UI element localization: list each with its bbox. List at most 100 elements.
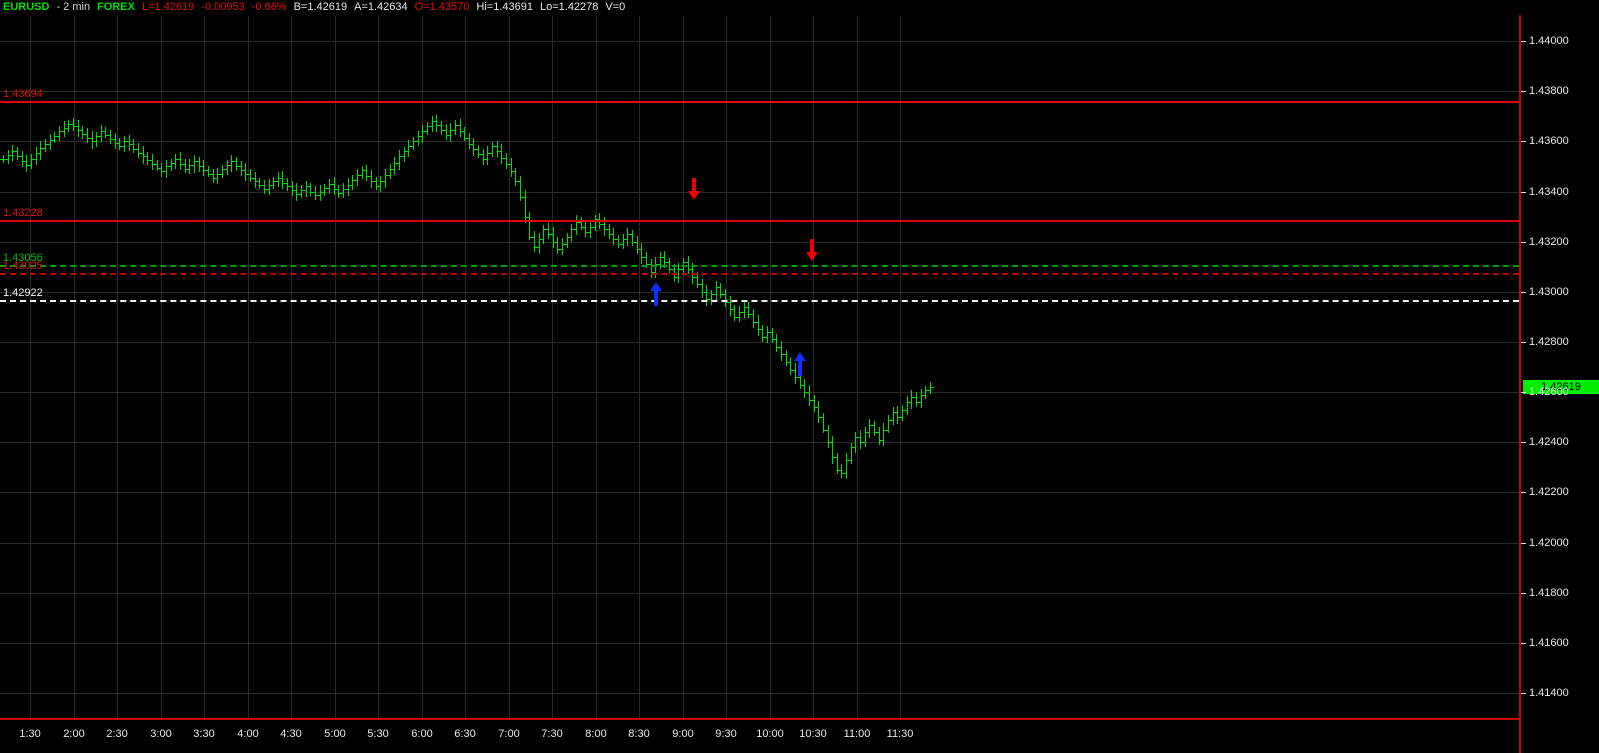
- price-bar: [758, 315, 759, 336]
- bar-open-tick: [899, 417, 902, 418]
- bar-open-tick: [354, 180, 357, 181]
- time-axis-label: 4:30: [280, 728, 302, 740]
- bar-open-tick: [526, 217, 529, 218]
- bar-open-tick: [498, 151, 501, 152]
- price-bar: [567, 233, 568, 248]
- price-level-label-entry-white: 1.42922: [3, 287, 43, 299]
- price-level-line-resistance-lower[interactable]: [0, 220, 1519, 222]
- price-bar: [175, 154, 176, 169]
- price-bar: [413, 137, 414, 150]
- bar-open-tick: [587, 232, 590, 233]
- grid-line-vertical: [291, 16, 292, 718]
- bar-open-tick: [536, 247, 539, 248]
- bar-open-tick: [885, 430, 888, 431]
- bar-open-tick: [880, 440, 883, 441]
- price-bar: [823, 413, 824, 433]
- price-bar: [469, 133, 470, 149]
- price-bar: [781, 341, 782, 361]
- time-axis-label: 9:30: [715, 728, 737, 740]
- bar-open-tick: [512, 171, 515, 172]
- bar-open-tick: [424, 131, 427, 132]
- price-bar: [278, 172, 279, 187]
- price-bar: [907, 396, 908, 415]
- price-bar: [515, 168, 516, 186]
- price-bar: [180, 152, 181, 170]
- price-axis[interactable]: 1.42619 1.44000 1.43800 1.43600 1.43400 1.43…: [1519, 0, 1599, 753]
- price-bar: [390, 164, 391, 179]
- price-bar: [595, 215, 596, 231]
- bar-open-tick: [303, 190, 306, 191]
- grid-line-vertical: [639, 16, 640, 718]
- price-axis-label: 1.41400: [1529, 687, 1569, 699]
- grid-line-vertical: [509, 16, 510, 718]
- time-axis-label: 2:30: [106, 728, 128, 740]
- price-axis-label: 1.44000: [1529, 35, 1569, 47]
- bar-open-tick: [638, 249, 641, 250]
- bar-open-tick: [634, 242, 637, 243]
- price-level-line-stop-red[interactable]: [0, 273, 1519, 275]
- bar-open-tick: [270, 185, 273, 186]
- price-level-line-target-green[interactable]: [0, 265, 1519, 267]
- price-bar: [800, 373, 801, 389]
- price-bar: [753, 309, 754, 328]
- bar-open-tick: [363, 170, 366, 171]
- bar-open-tick: [130, 144, 133, 145]
- bar-open-tick: [722, 294, 725, 295]
- price-bar: [534, 231, 535, 252]
- price-bar: [837, 453, 838, 474]
- change-percent-label: -0.66%: [251, 1, 287, 13]
- price-axis-tick: [1521, 342, 1526, 343]
- grid-line-vertical: [378, 16, 379, 718]
- bar-open-tick: [666, 262, 669, 263]
- bar-open-tick: [545, 229, 548, 230]
- price-bar: [590, 220, 591, 238]
- bar-open-tick: [731, 309, 734, 310]
- bar-open-tick: [228, 165, 231, 166]
- price-bar: [925, 386, 926, 399]
- grid-line-vertical: [813, 16, 814, 718]
- bar-open-tick: [629, 234, 632, 235]
- bar-open-tick: [200, 166, 203, 167]
- price-bar: [376, 177, 377, 190]
- bar-open-tick: [224, 169, 227, 170]
- price-bar: [772, 328, 773, 343]
- chart-plot-area[interactable]: 1.43694 1.43228 1.43056 1.43025 1.42922: [0, 16, 1519, 718]
- price-bar: [930, 382, 931, 394]
- price-axis-label: 1.42000: [1529, 537, 1569, 549]
- price-bar: [553, 227, 554, 248]
- time-axis-label: 5:30: [367, 728, 389, 740]
- price-bar: [441, 121, 442, 135]
- time-axis-label: 7:30: [541, 728, 563, 740]
- price-bar: [646, 252, 647, 268]
- bar-open-tick: [186, 169, 189, 170]
- bar-open-tick: [671, 269, 674, 270]
- price-bar: [203, 160, 204, 176]
- price-bar: [706, 285, 707, 306]
- price-bar: [362, 166, 363, 179]
- price-bar: [147, 152, 148, 165]
- price-bar: [213, 169, 214, 183]
- price-bar: [334, 177, 335, 195]
- grid-line-horizontal: [0, 492, 1519, 493]
- grid-line-horizontal: [0, 392, 1519, 393]
- price-bar: [68, 120, 69, 132]
- price-bar: [315, 186, 316, 200]
- price-bar: [520, 176, 521, 201]
- price-bar: [664, 251, 665, 268]
- last-price-label: L=1.42619: [141, 1, 195, 13]
- bar-open-tick: [470, 144, 473, 145]
- price-bar: [576, 215, 577, 235]
- price-bar: [501, 144, 502, 164]
- price-bar: [874, 421, 875, 436]
- grid-line-vertical: [117, 16, 118, 718]
- price-level-line-entry-white[interactable]: [0, 300, 1519, 302]
- price-level-label-stop-red: 1.43025: [3, 260, 43, 272]
- time-axis[interactable]: 1:30 2:00 2:30 3:00 3:30 4:00 4:30 5:00 5:30 6:00…: [0, 718, 1519, 753]
- bid-label: B=1.42619: [293, 1, 348, 13]
- price-bar: [408, 140, 409, 157]
- price-bar: [264, 180, 265, 194]
- bar-open-tick: [852, 447, 855, 448]
- price-level-line-resistance-upper[interactable]: [0, 101, 1519, 103]
- price-bar: [189, 159, 190, 174]
- price-bar: [609, 224, 610, 239]
